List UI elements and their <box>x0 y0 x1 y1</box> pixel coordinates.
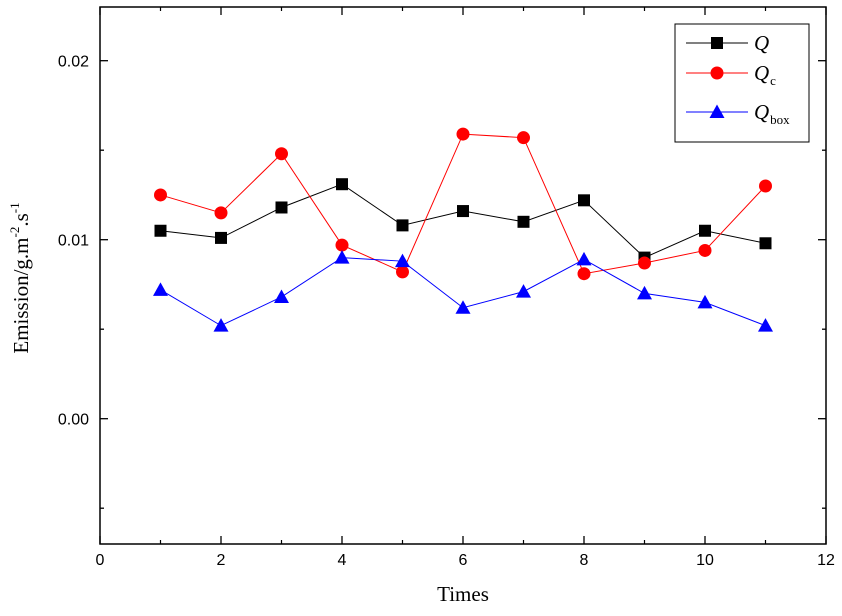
point-q <box>578 194 590 207</box>
x-tick-label: 10 <box>696 552 714 569</box>
point-qc <box>275 147 288 161</box>
point-qbox <box>697 294 713 309</box>
point-qbox <box>334 250 350 264</box>
plot-frame <box>99 6 827 545</box>
y-tick-labels: 0.00 0.01 0.02 <box>58 54 89 429</box>
point-qbox <box>455 300 471 314</box>
legend-label-main: Q <box>754 31 769 55</box>
x-tick-label: 2 <box>217 552 226 569</box>
legend-marker-qc <box>710 66 724 80</box>
point-qbox <box>213 318 229 332</box>
legend-label-qc: Qc <box>754 61 776 88</box>
point-q <box>336 178 348 191</box>
point-qbox <box>758 318 773 332</box>
x-axis-title: Times <box>437 582 489 606</box>
point-qbox <box>395 253 410 268</box>
x-tick-label: 12 <box>817 552 835 569</box>
legend-label-sub: box <box>770 112 790 127</box>
point-qc <box>214 206 228 220</box>
y-tick-label: 0.01 <box>58 233 89 250</box>
y-axis-title-mid: .s <box>9 213 33 226</box>
point-qc <box>335 238 349 252</box>
point-q <box>154 224 167 237</box>
point-qbox <box>516 284 531 298</box>
point-qc <box>396 265 409 279</box>
legend-marker-q <box>711 37 723 49</box>
y-axis-title: Emission/g.m-2.s-1 <box>7 202 33 353</box>
point-q <box>759 237 772 250</box>
point-q <box>517 215 530 228</box>
point-qbox <box>153 282 168 296</box>
legend-box <box>674 23 810 143</box>
point-q <box>699 224 711 237</box>
point-qc <box>759 179 772 193</box>
x-tick-label: 6 <box>459 552 468 569</box>
point-qc <box>456 127 470 141</box>
legend-marker-qbox <box>709 104 725 118</box>
y-tick-label: 0.02 <box>58 54 89 71</box>
point-qc <box>154 188 167 202</box>
x-tick-labels: 0 2 4 6 8 10 12 <box>96 552 835 569</box>
series-markers <box>153 127 773 332</box>
legend-label-sub: c <box>770 73 776 88</box>
y-axis-title-exp2: -1 <box>7 202 22 213</box>
point-qc <box>577 267 591 281</box>
point-qc <box>638 256 651 270</box>
x-tick-label: 4 <box>338 552 347 569</box>
point-q <box>215 231 227 244</box>
legend-label-q: Q <box>754 31 769 55</box>
point-qbox <box>576 251 592 266</box>
point-qc <box>517 131 530 145</box>
x-tick-label: 8 <box>580 552 589 569</box>
x-tick-label: 0 <box>96 552 105 569</box>
point-qbox <box>274 289 289 303</box>
legend-label-main: Q <box>754 100 769 124</box>
legend-label-qbox: Qbox <box>754 100 790 127</box>
y-axis-title-exp1: -2 <box>7 227 22 238</box>
y-axis-title-base: Emission/g.m <box>9 238 33 354</box>
point-q <box>396 219 409 232</box>
point-q <box>275 201 288 214</box>
point-qc <box>698 243 712 257</box>
point-q <box>457 205 469 218</box>
legend-label-main: Q <box>754 61 769 85</box>
point-qbox <box>637 285 652 300</box>
y-tick-label: 0.00 <box>58 412 89 429</box>
